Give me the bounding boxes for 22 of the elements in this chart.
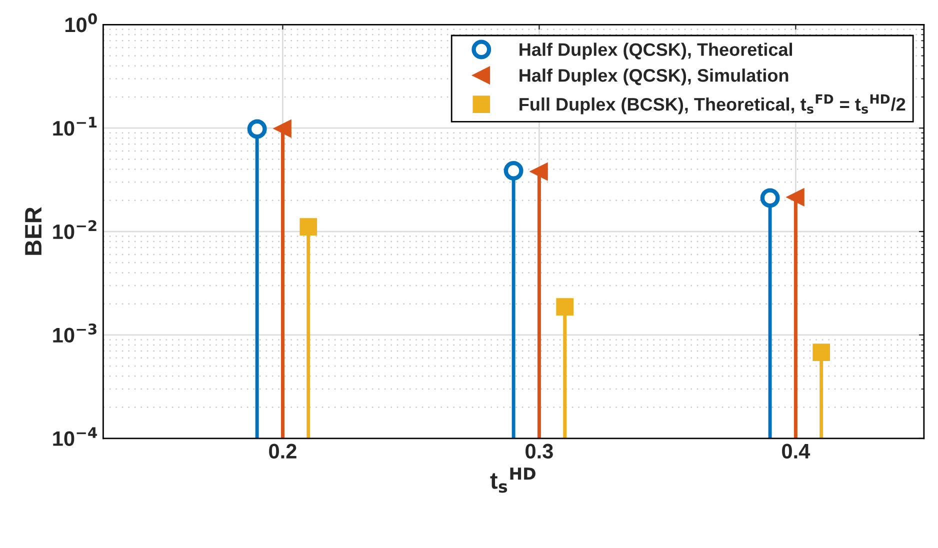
- x-tick-label: 0.2: [269, 444, 296, 459]
- point: [812, 344, 830, 361]
- legend-label: Full Duplex (BCSK), Theoretical, t$_{s}$$^{FD}$ = t$_{s}$$^{HD}$/2: [520, 94, 906, 114]
- y-tick-label: 10$^{−2}$: [53, 220, 96, 240]
- y-tick-label: 10$^{−3}$: [53, 324, 96, 343]
- point: [274, 120, 292, 138]
- y-tick-label: 10$^{−1}$: [53, 116, 97, 136]
- point: [556, 298, 574, 316]
- x-tick-label: 0.3: [526, 444, 553, 459]
- point: [787, 188, 804, 206]
- point: [504, 161, 524, 180]
- x-tick-label: 0.4: [782, 444, 810, 459]
- legend-label: Half Duplex (QCSK), Theoretical: [520, 42, 792, 60]
- point: [247, 119, 267, 139]
- y-tick-label: 10$^{−4}$: [53, 427, 97, 446]
- point: [530, 162, 548, 180]
- y-axis-title: BER: [25, 207, 42, 255]
- y-tick-label: 10$^{0}$: [65, 13, 97, 32]
- point: [760, 188, 780, 208]
- point: [300, 218, 318, 236]
- legend-label: Half Duplex (QCSK), Simulation: [520, 68, 788, 86]
- x-axis-title: t$_{s}$$^{HD}$: [490, 468, 536, 493]
